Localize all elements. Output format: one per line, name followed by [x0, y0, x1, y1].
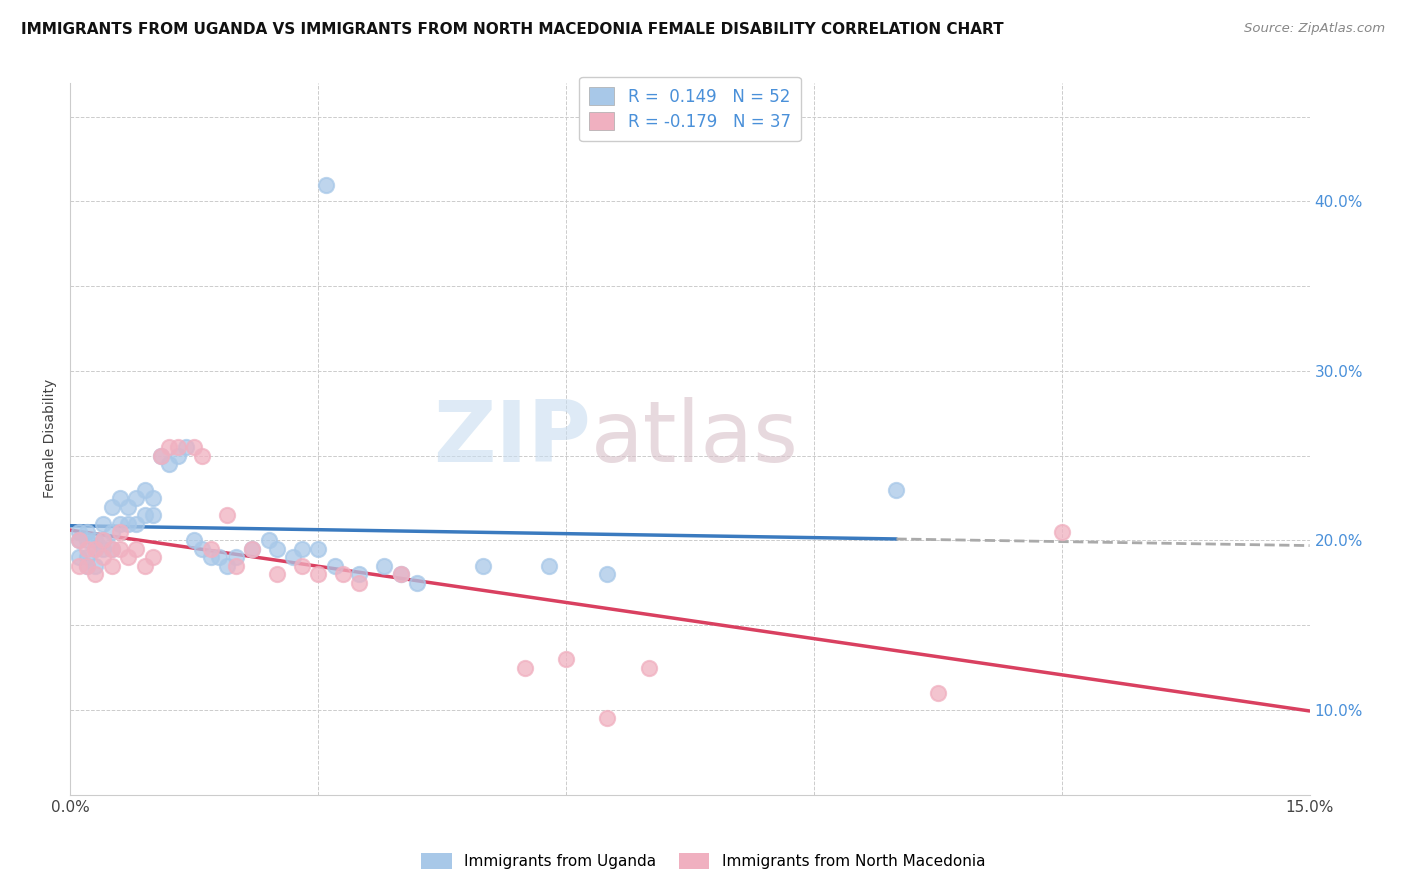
Point [225, 558, 247, 573]
Point [596, 711, 619, 725]
Point [134, 483, 156, 497]
Point [217, 558, 239, 573]
Point [240, 541, 263, 556]
Point [596, 567, 619, 582]
Point [76, 558, 98, 573]
Point [291, 541, 314, 556]
Point [100, 541, 122, 556]
Point [315, 178, 337, 192]
Point [93, 533, 115, 548]
Point [125, 541, 148, 556]
Point [166, 449, 188, 463]
Point [117, 516, 139, 531]
Point [125, 491, 148, 505]
Point [349, 567, 371, 582]
Point [183, 533, 205, 548]
Point [1050, 524, 1073, 539]
Point [67, 558, 90, 573]
Point [76, 558, 98, 573]
Point [100, 524, 122, 539]
Text: atlas: atlas [591, 397, 799, 480]
Point [108, 524, 131, 539]
Point [191, 541, 214, 556]
Point [637, 660, 659, 674]
Point [266, 567, 288, 582]
Point [283, 550, 305, 565]
Point [76, 524, 98, 539]
Point [84, 533, 107, 548]
Point [93, 541, 115, 556]
Point [200, 541, 222, 556]
Point [150, 449, 173, 463]
Point [108, 491, 131, 505]
Point [307, 541, 329, 556]
Point [349, 575, 371, 590]
Point [208, 550, 231, 565]
Point [117, 550, 139, 565]
Point [225, 550, 247, 565]
Point [332, 567, 354, 582]
Point [93, 533, 115, 548]
Point [125, 516, 148, 531]
Point [166, 440, 188, 454]
Point [538, 558, 561, 573]
Point [100, 541, 122, 556]
Point [100, 558, 122, 573]
Point [200, 550, 222, 565]
Point [84, 541, 107, 556]
Legend: R =  0.149   N = 52, R = -0.179   N = 37: R = 0.149 N = 52, R = -0.179 N = 37 [579, 77, 800, 141]
Text: Source: ZipAtlas.com: Source: ZipAtlas.com [1244, 22, 1385, 36]
Legend: Immigrants from Uganda, Immigrants from North Macedonia: Immigrants from Uganda, Immigrants from … [415, 847, 991, 875]
Point [84, 541, 107, 556]
Point [159, 440, 181, 454]
Point [117, 500, 139, 514]
Point [142, 508, 165, 522]
Text: IMMIGRANTS FROM UGANDA VS IMMIGRANTS FROM NORTH MACEDONIA FEMALE DISABILITY CORR: IMMIGRANTS FROM UGANDA VS IMMIGRANTS FRO… [21, 22, 1004, 37]
Point [159, 457, 181, 471]
Point [142, 491, 165, 505]
Point [93, 516, 115, 531]
Point [67, 533, 90, 548]
Point [555, 652, 578, 666]
Point [67, 550, 90, 565]
Point [93, 550, 115, 565]
Point [84, 558, 107, 573]
Point [406, 575, 429, 590]
Point [389, 567, 412, 582]
Point [84, 567, 107, 582]
Point [291, 558, 314, 573]
Point [183, 440, 205, 454]
Point [142, 550, 165, 565]
Point [266, 541, 288, 556]
Point [108, 541, 131, 556]
Point [134, 558, 156, 573]
Point [373, 558, 395, 573]
Point [323, 558, 346, 573]
Point [191, 449, 214, 463]
Point [150, 449, 173, 463]
Point [513, 660, 536, 674]
Y-axis label: Female Disability: Female Disability [44, 379, 58, 499]
Point [257, 533, 280, 548]
Text: ZIP: ZIP [433, 397, 591, 480]
Point [67, 533, 90, 548]
Point [217, 508, 239, 522]
Point [886, 483, 908, 497]
Point [134, 508, 156, 522]
Point [67, 524, 90, 539]
Point [76, 550, 98, 565]
Point [108, 516, 131, 531]
Point [76, 541, 98, 556]
Point [174, 440, 197, 454]
Point [389, 567, 412, 582]
Point [927, 686, 949, 700]
Point [100, 500, 122, 514]
Point [307, 567, 329, 582]
Point [240, 541, 263, 556]
Point [472, 558, 495, 573]
Point [76, 533, 98, 548]
